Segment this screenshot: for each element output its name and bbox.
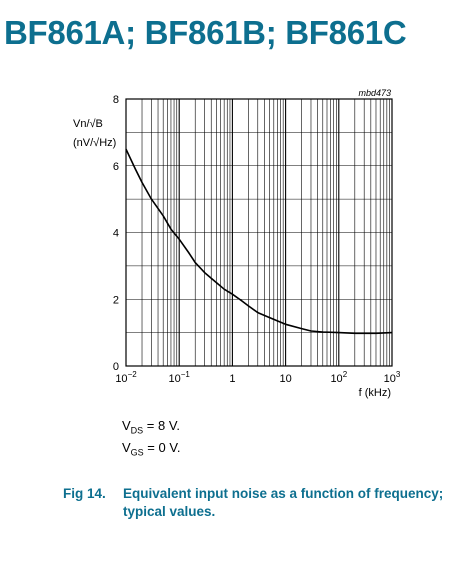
x-tick-label: 103 [384, 370, 401, 385]
x-tick-exponent: 3 [396, 370, 401, 379]
figure-caption-text: Equivalent input noise as a function of … [123, 486, 444, 519]
chart-tag: mbd473 [358, 88, 391, 98]
y-axis-label-line2: (nV/√Hz) [73, 137, 116, 149]
condition-symbol: V [122, 440, 131, 455]
y-axis-label-line1: Vn/√B [73, 118, 103, 130]
x-tick-label: 1 [229, 373, 235, 385]
x-tick-label: 10 [279, 373, 291, 385]
condition-vds: VDS = 8 V. [122, 415, 180, 437]
y-tick-label: 6 [113, 161, 119, 173]
x-tick-exponent: −2 [128, 370, 138, 379]
x-tick-exponent: 2 [343, 370, 348, 379]
condition-vgs: VGS = 0 V. [122, 437, 180, 459]
condition-symbol: V [122, 418, 131, 433]
x-tick-label: 10−1 [169, 370, 191, 385]
condition-value: = 8 V. [143, 418, 180, 433]
noise-curve [125, 148, 393, 335]
x-tick-label: 10−2 [115, 370, 137, 385]
x-tick-label: 102 [330, 370, 347, 385]
condition-subscript: DS [130, 425, 144, 436]
figure-number: Fig 14. [63, 486, 106, 501]
x-tick-exponent: −1 [181, 370, 191, 379]
condition-value: = 0 V. [143, 440, 181, 455]
page-title: BF861A; BF861B; BF861C [4, 14, 407, 51]
y-tick-label: 0 [113, 361, 119, 373]
y-tick-label: 4 [113, 228, 119, 240]
x-axis-label: f (kHz) [359, 387, 391, 399]
test-conditions: VDS = 8 V. VGS = 0 V. [122, 415, 180, 459]
y-tick-label: 2 [113, 294, 119, 306]
condition-subscript: GS [130, 447, 144, 458]
y-tick-label: 8 [113, 94, 119, 106]
